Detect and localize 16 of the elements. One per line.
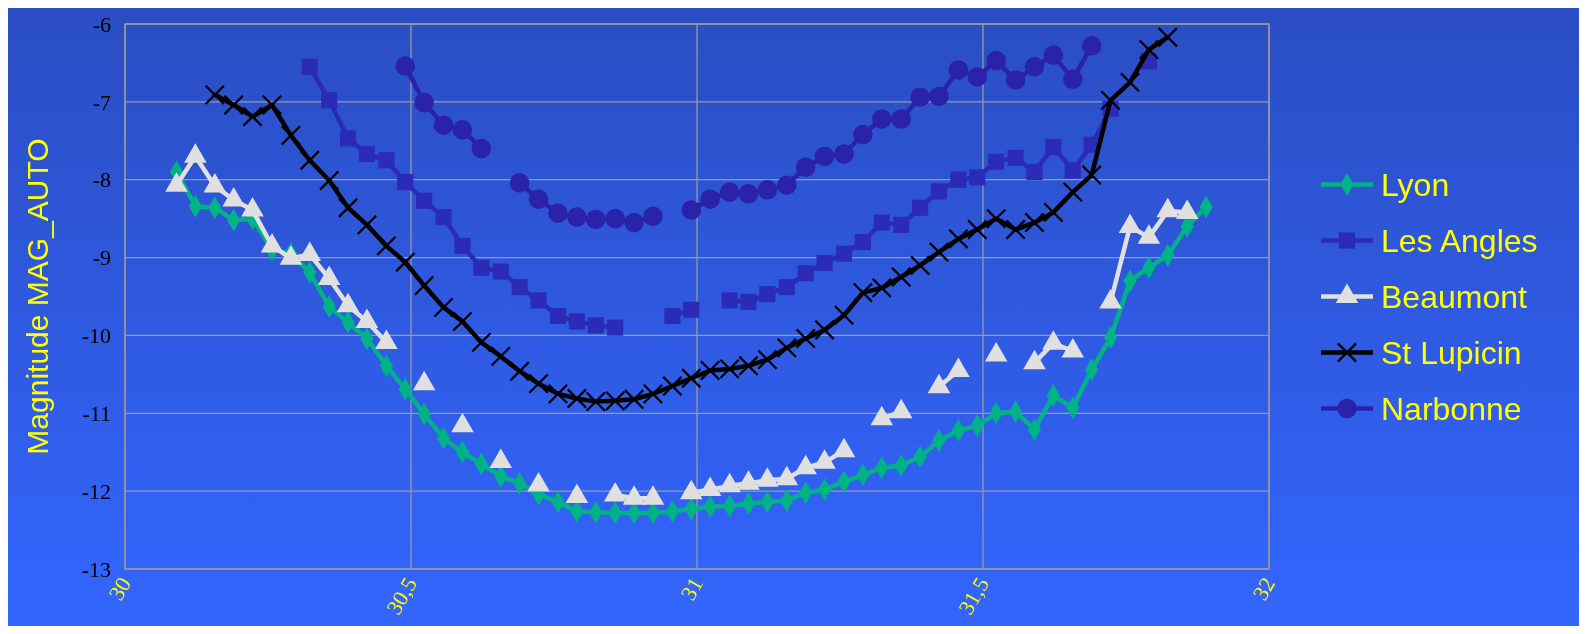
y-tick-label: -8 xyxy=(92,167,111,193)
legend-label: Lyon xyxy=(1381,166,1450,203)
legend-label: Les Angles xyxy=(1381,222,1538,259)
x-tick-label: 32 xyxy=(1247,572,1280,605)
y-tick-label: -13 xyxy=(81,556,111,582)
y-tick-label: -12 xyxy=(81,478,111,504)
y-tick-label: -9 xyxy=(92,245,111,271)
y-tick-label: -11 xyxy=(82,400,111,426)
legend-label: St Lupicin xyxy=(1381,334,1522,371)
x-tick-label: 31 xyxy=(675,572,708,605)
legend-label: Narbonne xyxy=(1381,390,1522,427)
y-tick-label: -6 xyxy=(92,11,111,37)
y-tick-label: -7 xyxy=(92,89,111,115)
legend-label: Beaumont xyxy=(1381,278,1527,315)
y-axis-title: Magnitude MAG_AUTO xyxy=(21,138,54,455)
y-tick-label: -10 xyxy=(81,323,111,349)
